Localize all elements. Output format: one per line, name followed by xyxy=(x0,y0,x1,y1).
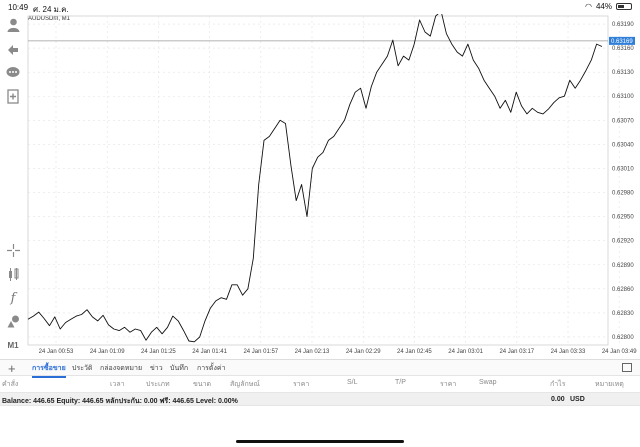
price-tick-label: 0.63130 xyxy=(612,70,634,76)
price-tick-label: 0.62830 xyxy=(612,311,634,317)
price-tick-label: 0.62920 xyxy=(612,239,634,245)
battery-percent: 44% xyxy=(595,2,612,11)
tab-settings[interactable]: การตั้งค่า xyxy=(197,365,226,372)
tab-history[interactable]: ประวัติ xyxy=(72,365,93,372)
new-order-icon[interactable] xyxy=(5,88,21,104)
left-toolbar: f M1 xyxy=(0,14,26,359)
time-tick-label: 24 Jan 01:57 xyxy=(243,349,278,355)
status-time: 10:49 xyxy=(8,3,29,12)
time-tick-label: 24 Jan 02:45 xyxy=(397,349,432,355)
price-tick-label: 0.62800 xyxy=(612,335,634,341)
balance-currency: USD xyxy=(570,396,585,403)
price-tick-label: 0.63160 xyxy=(612,46,634,52)
balance-row: Balance: 446.65 Equity: 446.65 หลักประกั… xyxy=(0,392,640,406)
col-profit[interactable]: กำไร xyxy=(550,381,566,388)
person-icon[interactable] xyxy=(5,17,21,33)
time-tick-label: 24 Jan 03:01 xyxy=(448,349,483,355)
time-tick-label: 24 Jan 01:41 xyxy=(192,349,227,355)
objects-icon[interactable] xyxy=(5,313,21,329)
layout-icon[interactable] xyxy=(622,363,632,372)
status-right: ◠ 44% xyxy=(585,2,632,11)
time-tick-label: 24 Jan 03:33 xyxy=(551,349,586,355)
plot-frame xyxy=(27,15,609,346)
battery-fill xyxy=(618,5,624,8)
price-series xyxy=(27,14,603,343)
price-line xyxy=(27,14,603,343)
price-chart[interactable]: 0.63190 0.63160 0.63130 0.63100 0.63070 0.630… xyxy=(26,14,640,359)
time-tick-label: 24 Jan 00:53 xyxy=(39,349,74,355)
col-sl[interactable]: S/L xyxy=(347,379,358,386)
bottom-tab-bar: + การซื้อขาย ประวัติ กล่องจดหมาย ข่าว บั… xyxy=(0,359,640,378)
tab-news[interactable]: ข่าว xyxy=(150,365,163,372)
function-icon[interactable]: f xyxy=(10,290,16,306)
add-icon[interactable]: + xyxy=(8,361,16,376)
balance-profit: 0.00 xyxy=(551,396,565,403)
current-price-label: 0.63169 xyxy=(611,39,633,45)
col-swap[interactable]: Swap xyxy=(479,379,497,386)
time-tick-label: 24 Jan 03:17 xyxy=(499,349,534,355)
price-tick-label: 0.62860 xyxy=(612,287,634,293)
time-tick-label: 24 Jan 02:13 xyxy=(295,349,330,355)
col-price[interactable]: ราคา xyxy=(293,381,310,388)
price-axis: 0.63190 0.63160 0.63130 0.63100 0.63070 0.630… xyxy=(609,22,635,341)
status-date: ศ. 24 ม.ค. xyxy=(33,5,69,14)
wifi-icon: ◠ xyxy=(585,2,592,11)
col-time[interactable]: เวลา xyxy=(110,381,125,388)
price-tick-label: 0.62890 xyxy=(612,263,634,269)
chart-grid xyxy=(27,15,620,346)
col-volume[interactable]: ขนาด xyxy=(193,381,212,388)
col-tp[interactable]: T/P xyxy=(395,379,406,386)
price-tick-label: 0.62950 xyxy=(612,215,634,221)
battery-icon xyxy=(616,3,632,10)
time-tick-label: 24 Jan 02:29 xyxy=(346,349,381,355)
price-tick-label: 0.63040 xyxy=(612,142,634,148)
time-tick-label: 24 Jan 03:49 xyxy=(602,349,637,355)
status-bar: 10:49 ศ. 24 ม.ค. ◠ 44% xyxy=(0,0,640,14)
crosshair-icon[interactable] xyxy=(5,242,21,258)
price-tick-label: 0.63010 xyxy=(612,166,634,172)
timeframe-button[interactable]: M1 xyxy=(7,340,19,350)
price-tick-label: 0.63070 xyxy=(612,118,634,124)
indicators-icon[interactable] xyxy=(5,266,21,282)
home-indicator[interactable] xyxy=(236,440,404,443)
price-tick-label: 0.63190 xyxy=(612,22,634,28)
trade-icon[interactable] xyxy=(5,41,21,57)
trade-table-header: คำสั่ง เวลา ประเภท ขนาด สัญลักษณ์ ราคา S… xyxy=(0,376,640,390)
col-order[interactable]: คำสั่ง xyxy=(2,381,19,388)
time-axis: 24 Jan 00:53 24 Jan 01:09 24 Jan 01:25 24 J… xyxy=(39,349,638,355)
price-tick-label: 0.62980 xyxy=(612,191,634,197)
col-comment[interactable]: หมายเหตุ xyxy=(595,381,624,388)
price-tick-label: 0.63100 xyxy=(612,94,634,100)
col-symbol[interactable]: สัญลักษณ์ xyxy=(230,381,260,388)
chart-symbol-label: AUDUSDm, M1 xyxy=(28,16,71,22)
chat-icon[interactable] xyxy=(5,64,21,80)
tab-mailbox[interactable]: กล่องจดหมาย xyxy=(100,365,143,372)
balance-text: Balance: 446.65 Equity: 446.65 หลักประกั… xyxy=(2,398,238,405)
col-type[interactable]: ประเภท xyxy=(146,381,170,388)
time-tick-label: 24 Jan 01:25 xyxy=(141,349,176,355)
time-tick-label: 24 Jan 01:09 xyxy=(90,349,125,355)
tab-journal[interactable]: บันทึก xyxy=(170,365,189,372)
current-price-box xyxy=(609,36,635,45)
tab-trade[interactable]: การซื้อขาย xyxy=(32,365,66,378)
col-current-price[interactable]: ราคา xyxy=(440,381,457,388)
